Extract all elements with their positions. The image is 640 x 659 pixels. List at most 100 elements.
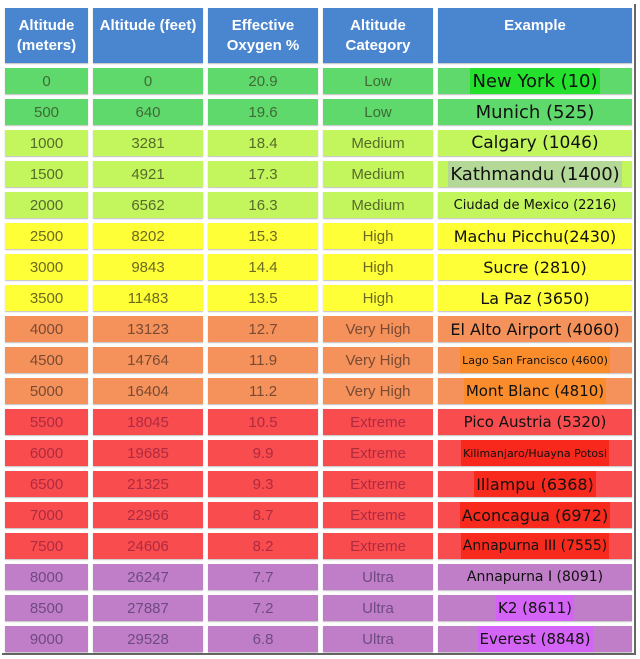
cell-altitude-feet: 19685 [93,440,203,466]
cell-example: Lago San Francisco (4600) [438,347,632,373]
cell-effective-oxygen: 11.9 [208,347,318,373]
cell-altitude-category: Ultra [323,626,433,652]
cell-altitude-feet: 13123 [93,316,203,342]
cell-altitude-category: Ultra [323,564,433,590]
table-row: 7500 24606 8.2 Extreme Annapurna III (7555) [5,533,632,559]
table-row: 5000 16404 11.2 Very High Mont Blanc (4810) [5,378,632,404]
example-label: Kilimanjaro/Huayna Potosi [461,440,609,466]
table-row: 1000 3281 18.4 Medium Calgary (1046) [5,130,632,156]
cell-altitude-meters: 3000 [5,254,88,280]
cell-altitude-feet: 27887 [93,595,203,621]
example-label: Annapurna III (7555) [460,533,610,559]
example-label: Pico Austria (5320) [463,413,607,431]
header-example: Example [438,8,632,63]
table-row: 2500 8202 15.3 High Machu Picchu(2430) [5,223,632,249]
cell-example: K2 (8611) [438,595,632,621]
cell-effective-oxygen: 8.2 [208,533,318,559]
cell-altitude-feet: 3281 [93,130,203,156]
cell-example: Annapurna I (8091) [438,564,632,590]
cell-altitude-meters: 4500 [5,347,88,373]
header-effective-oxygen: Effective Oxygen % [208,8,318,63]
cell-effective-oxygen: 19.6 [208,99,318,125]
cell-example: New York (10) [438,68,632,94]
example-label: El Alto Airport (4060) [450,319,620,339]
cell-altitude-meters: 6500 [5,471,88,497]
cell-altitude-feet: 0 [93,68,203,94]
cell-altitude-category: Low [323,68,433,94]
cell-altitude-meters: 7000 [5,502,88,528]
cell-altitude-category: Medium [323,161,433,187]
example-label: Aconcagua (6972) [459,502,611,528]
cell-altitude-meters: 1000 [5,130,88,156]
cell-effective-oxygen: 17.3 [208,161,318,187]
cell-altitude-meters: 4000 [5,316,88,342]
table-row: 8000 26247 7.7 Ultra Annapurna I (8091) [5,564,632,590]
cell-effective-oxygen: 18.4 [208,130,318,156]
table-row: 5500 18045 10.5 Extreme Pico Austria (5320) [5,409,632,435]
example-label: La Paz (3650) [480,288,590,308]
table-body: 0 0 20.9 Low New York (10) 500 640 19.6 Low Munic… [5,68,632,652]
cell-altitude-category: Extreme [323,471,433,497]
cell-altitude-meters: 0 [5,68,88,94]
header-altitude-meters: Altitude (meters) [5,8,88,63]
table-row: 7000 22966 8.7 Extreme Aconcagua (6972) [5,502,632,528]
table-row: 0 0 20.9 Low New York (10) [5,68,632,94]
table-row: 3000 9843 14.4 High Sucre (2810) [5,254,632,280]
table-row: 2000 6562 16.3 Medium Ciudad de Mexico (2216… [5,192,632,218]
cell-altitude-category: Ultra [323,595,433,621]
example-label: Illampu (6368) [474,471,596,497]
table-row: 8500 27887 7.2 Ultra K2 (8611) [5,595,632,621]
cell-altitude-feet: 9843 [93,254,203,280]
cell-effective-oxygen: 20.9 [208,68,318,94]
cell-effective-oxygen: 7.7 [208,564,318,590]
table-row: 3500 11483 13.5 High La Paz (3650) [5,285,632,311]
cell-effective-oxygen: 15.3 [208,223,318,249]
cell-example: El Alto Airport (4060) [438,316,632,342]
table-row: 1500 4921 17.3 Medium Kathmandu (1400) [5,161,632,187]
cell-altitude-feet: 4921 [93,161,203,187]
cell-effective-oxygen: 14.4 [208,254,318,280]
cell-altitude-feet: 16404 [93,378,203,404]
cell-altitude-feet: 14764 [93,347,203,373]
cell-altitude-category: High [323,254,433,280]
cell-altitude-category: Very High [323,347,433,373]
altitude-oxygen-table: Altitude (meters) Altitude (feet) Effect… [5,8,632,657]
cell-altitude-meters: 5000 [5,378,88,404]
cell-effective-oxygen: 16.3 [208,192,318,218]
example-label: Annapurna I (8091) [466,569,604,585]
cell-example: Sucre (2810) [438,254,632,280]
cell-altitude-feet: 18045 [93,409,203,435]
table-row: 4000 13123 12.7 Very High El Alto Airport (4… [5,316,632,342]
table-row: 9000 29528 6.8 Ultra Everest (8848) [5,626,632,652]
cell-altitude-feet: 6562 [93,192,203,218]
example-label: Mont Blanc (4810) [463,378,607,404]
table-row: 4500 14764 11.9 Very High Lago San Francisco… [5,347,632,373]
cell-example: Kilimanjaro/Huayna Potosi [438,440,632,466]
cell-example: Kathmandu (1400) [438,161,632,187]
cell-altitude-meters: 6000 [5,440,88,466]
table-row: 6000 19685 9.9 Extreme Kilimanjaro/Huayna Po… [5,440,632,466]
cell-altitude-meters: 5500 [5,409,88,435]
cell-altitude-feet: 26247 [93,564,203,590]
cell-altitude-category: Very High [323,316,433,342]
cell-altitude-category: High [323,285,433,311]
cell-altitude-feet: 640 [93,99,203,125]
cell-altitude-feet: 29528 [93,626,203,652]
cell-example: Aconcagua (6972) [438,502,632,528]
cell-effective-oxygen: 10.5 [208,409,318,435]
cell-altitude-meters: 1500 [5,161,88,187]
cell-altitude-category: Extreme [323,409,433,435]
example-label: Calgary (1046) [471,133,599,153]
example-label: Munich (525) [475,101,595,123]
example-label: K2 (8611) [495,595,575,621]
example-label: New York (10) [470,68,600,94]
example-label: Ciudad de Mexico (2216) [453,197,617,213]
cell-example: Calgary (1046) [438,130,632,156]
cell-example: Everest (8848) [438,626,632,652]
cell-example: Machu Picchu(2430) [438,223,632,249]
cell-altitude-category: Extreme [323,502,433,528]
cell-altitude-feet: 8202 [93,223,203,249]
cell-altitude-category: Very High [323,378,433,404]
cell-altitude-meters: 500 [5,99,88,125]
cell-example: Ciudad de Mexico (2216) [438,192,632,218]
